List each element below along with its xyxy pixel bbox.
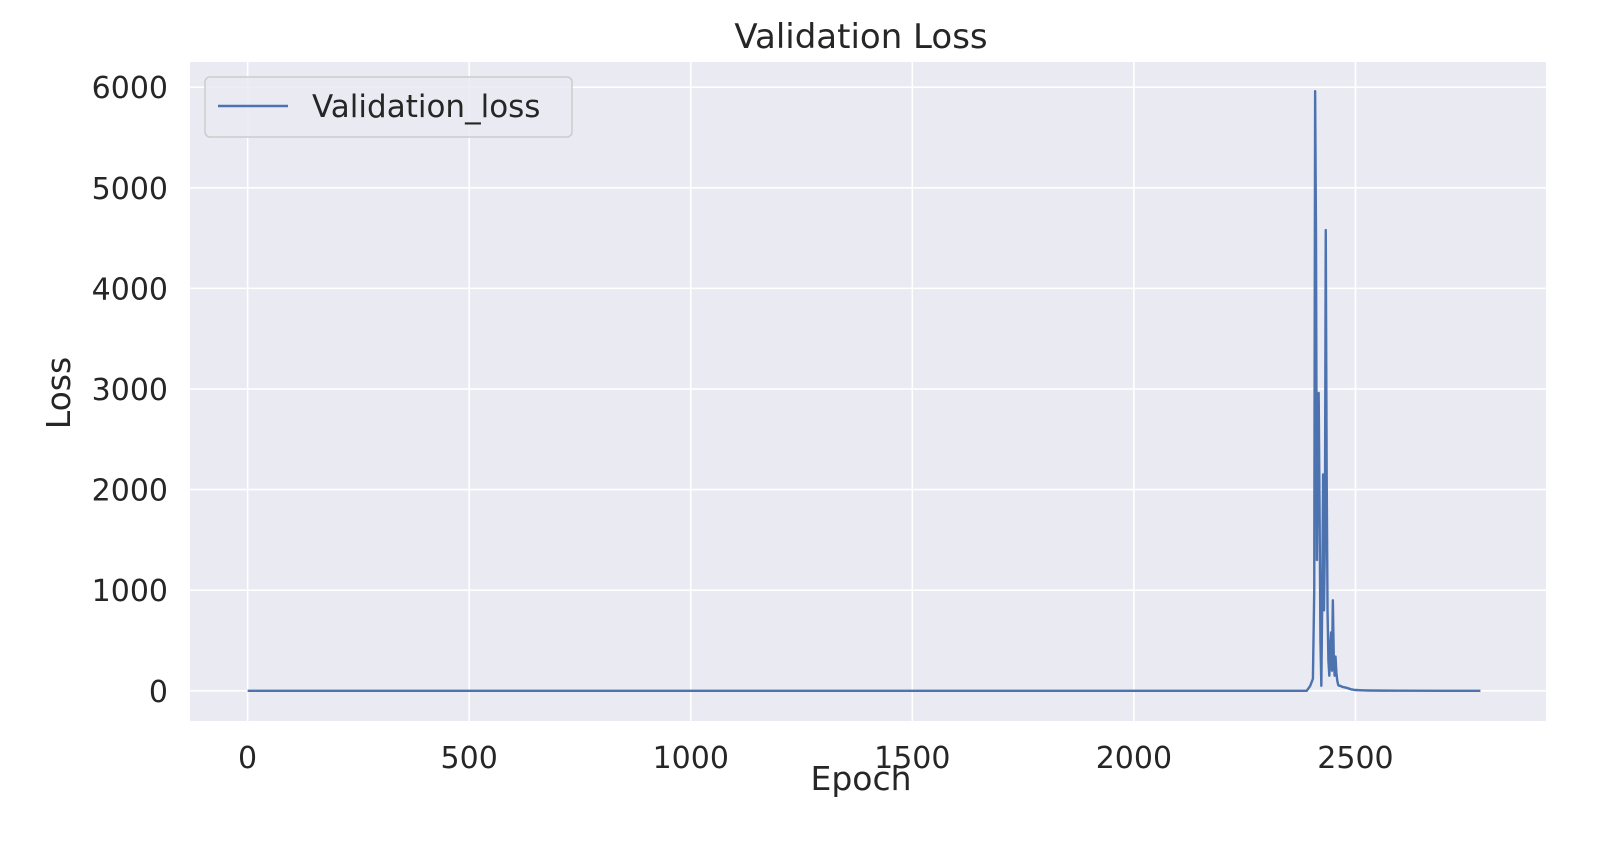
x-tick-labels: 0 500 1000 1500 2000 2500 — [238, 741, 1394, 776]
y-tick-label-4000: 4000 — [92, 272, 168, 307]
legend-box — [204, 76, 573, 138]
series-line-validation-loss — [247, 89, 1481, 693]
grid-lines — [190, 62, 1546, 721]
y-axis-label: Loss — [39, 357, 78, 429]
y-tick-label-1000: 1000 — [92, 574, 168, 609]
chart-title: Validation Loss — [734, 17, 987, 57]
legend-label-validation-loss: Validation_loss — [312, 89, 540, 125]
plot-background — [190, 62, 1546, 721]
x-axis-label: Epoch — [810, 759, 911, 798]
y-tick-label-5000: 5000 — [92, 172, 168, 207]
y-tick-label-0: 0 — [149, 675, 168, 710]
x-tick-label-1500: 1500 — [874, 741, 950, 776]
x-tick-label-1000: 1000 — [653, 741, 729, 776]
legend: Validation_loss — [204, 76, 573, 138]
y-tick-labels: 0 1000 2000 3000 4000 5000 6000 — [92, 71, 168, 710]
y-tick-label-2000: 2000 — [92, 474, 168, 509]
y-tick-label-6000: 6000 — [92, 71, 168, 106]
x-tick-label-2000: 2000 — [1096, 741, 1172, 776]
x-tick-label-500: 500 — [441, 741, 498, 776]
x-tick-label-0: 0 — [238, 741, 257, 776]
y-tick-label-3000: 3000 — [92, 373, 168, 408]
series-layer — [247, 89, 1481, 693]
x-tick-label-2500: 2500 — [1317, 741, 1393, 776]
plot-area — [190, 62, 1546, 721]
